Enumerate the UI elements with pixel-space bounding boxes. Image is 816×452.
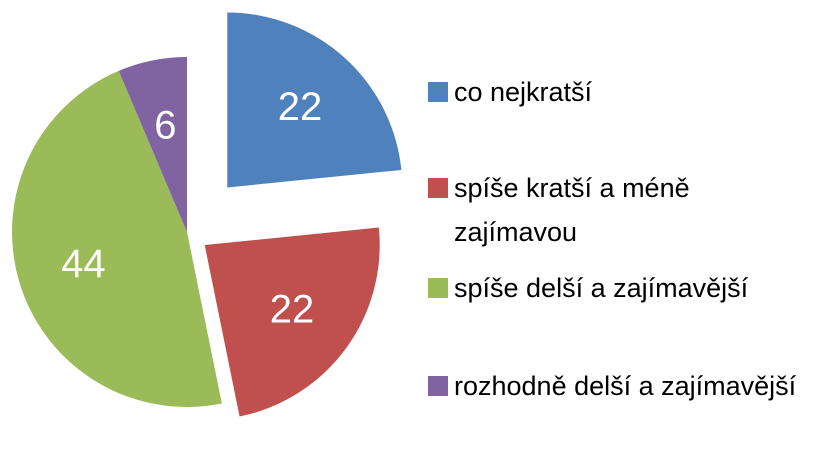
data-label: 6 <box>154 104 176 148</box>
data-label: 22 <box>270 287 315 331</box>
data-label: 44 <box>61 242 106 286</box>
data-label: 22 <box>278 85 323 129</box>
legend-swatch <box>428 278 448 298</box>
legend-item: rozhodně delší a zajímavější <box>428 364 808 408</box>
pie-slice <box>118 57 187 232</box>
pie-slice <box>227 12 402 188</box>
legend-item: co nejkratší <box>428 70 808 114</box>
legend-item: spíše kratší a méně zajímavou <box>428 166 808 254</box>
legend: co nejkratší spíše kratší a méně zajímavo… <box>428 0 816 452</box>
pie-slice <box>11 70 222 408</box>
legend-label: spíše delší a zajímavější <box>454 273 749 303</box>
pie-slice <box>204 227 380 417</box>
legend-swatch <box>428 376 448 396</box>
legend-swatch <box>428 82 448 102</box>
legend-label: rozhodně delší a zajímavější <box>454 371 797 401</box>
legend-label: spíše kratší a méně zajímavou <box>454 173 690 247</box>
legend-swatch <box>428 178 448 198</box>
legend-label: co nejkratší <box>454 77 593 107</box>
legend-item: spíše delší a zajímavější <box>428 266 808 310</box>
chart: 22 22 44 6 <box>11 12 402 417</box>
